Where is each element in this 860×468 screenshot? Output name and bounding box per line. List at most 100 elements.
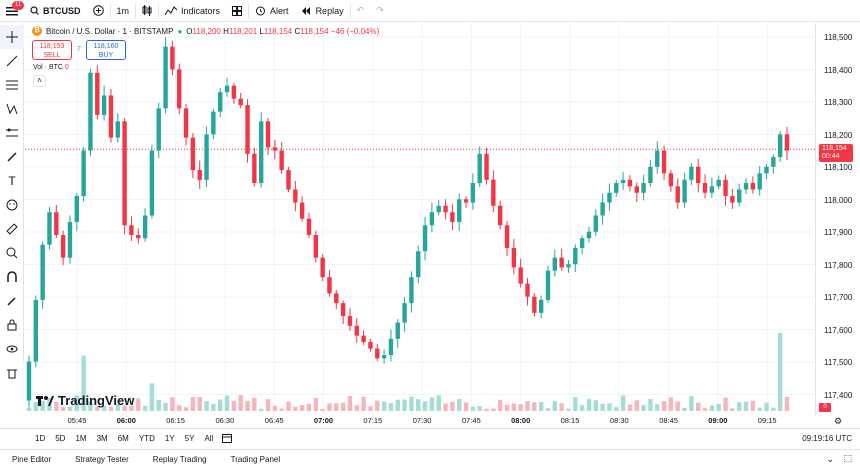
- remove-drawings-tool[interactable]: [0, 361, 24, 385]
- candle-body: [409, 277, 414, 304]
- range-3m[interactable]: 3M: [96, 434, 108, 443]
- volume-bar: [388, 403, 394, 411]
- zoom-tool[interactable]: [0, 241, 24, 265]
- candle-body: [33, 299, 39, 362]
- divider: [158, 3, 160, 18]
- interval-button[interactable]: 1m: [111, 0, 136, 22]
- time-label: 08:45: [659, 416, 678, 425]
- range-5y[interactable]: 5Y: [184, 434, 195, 443]
- chart-type-button[interactable]: [136, 0, 158, 22]
- candle-body: [457, 199, 462, 222]
- range-ytd[interactable]: YTD: [138, 434, 155, 443]
- candle-body: [484, 153, 489, 180]
- volume-bar: [402, 399, 407, 411]
- range-all[interactable]: All: [204, 434, 214, 443]
- candle-body: [354, 325, 359, 336]
- tab-replay-trading[interactable]: Replay Trading: [152, 454, 207, 464]
- tab-trading-panel[interactable]: Trading Panel: [230, 454, 281, 464]
- candle-body: [764, 166, 769, 174]
- candle-body: [504, 225, 510, 248]
- volume-bar: [279, 408, 284, 411]
- time-label: 08:15: [560, 416, 580, 425]
- indicators-button[interactable]: Indicators: [159, 0, 226, 22]
- volume-bar: [450, 401, 455, 411]
- brush-tool[interactable]: [0, 145, 24, 169]
- volume-bar: [108, 406, 114, 411]
- undo-button[interactable]: ↶: [351, 0, 371, 22]
- replay-icon: [301, 6, 310, 15]
- alert-button[interactable]: Alert: [249, 0, 295, 22]
- volume-title: Vol · BTC: [33, 64, 63, 71]
- candle-body: [443, 205, 448, 213]
- search-icon: [30, 6, 39, 15]
- candle-body: [142, 215, 148, 239]
- volume-bar: [491, 408, 496, 411]
- candle-body: [136, 234, 141, 239]
- volume-bar: [463, 402, 469, 411]
- redo-button[interactable]: ↷: [370, 0, 390, 22]
- prediction-tool[interactable]: [0, 121, 24, 145]
- volume-bar: [702, 407, 708, 411]
- crosshair-tool[interactable]: [0, 25, 24, 49]
- candle-body: [511, 247, 517, 268]
- candle-body: [497, 205, 503, 226]
- range-6m[interactable]: 6M: [117, 434, 129, 443]
- magnet-icon: [7, 271, 17, 282]
- sell-button[interactable]: 118,153 SELL: [32, 40, 72, 60]
- volume-bar: [607, 403, 612, 411]
- symbol-search[interactable]: BTCUSD: [24, 0, 87, 22]
- maximize-icon[interactable]: ⬚: [843, 453, 852, 463]
- magnet-tool[interactable]: [0, 265, 24, 289]
- menu-button[interactable]: 11: [0, 0, 25, 22]
- range-1m[interactable]: 1M: [75, 434, 87, 443]
- volume-bar: [627, 404, 633, 411]
- buy-button[interactable]: 118,160 BUY: [86, 40, 126, 60]
- candle-body: [716, 179, 721, 187]
- candle-body: [668, 173, 674, 187]
- replay-button[interactable]: Replay: [295, 0, 350, 22]
- pattern-tool[interactable]: [0, 97, 24, 121]
- candle-body: [518, 267, 523, 284]
- fib-tool[interactable]: [0, 73, 24, 97]
- candle-body: [552, 257, 558, 271]
- price-axis[interactable]: 118,500 118,400 118,300 118,200 118,100 118,0…: [815, 23, 860, 415]
- trend-line-tool[interactable]: [0, 49, 24, 73]
- lock-tool[interactable]: [0, 313, 24, 337]
- tab-strategy-tester[interactable]: Strategy Tester: [75, 454, 129, 464]
- price-label: 118,000: [824, 195, 853, 205]
- tab-pine-editor[interactable]: Pine Editor: [12, 454, 52, 464]
- trash-icon: [7, 369, 17, 379]
- candle-body: [436, 205, 441, 213]
- chevron-down-icon[interactable]: ⌄: [826, 454, 834, 464]
- chart-canvas[interactable]: [25, 23, 815, 415]
- range-5d[interactable]: 5D: [55, 434, 66, 443]
- measure-tool[interactable]: [0, 217, 24, 241]
- text-tool[interactable]: T: [0, 169, 24, 193]
- range-1y[interactable]: 1Y: [164, 434, 175, 443]
- tradingview-logo: TradingView: [36, 393, 134, 408]
- utc-clock[interactable]: 09:19:16 UTC: [802, 434, 852, 443]
- volume-bar: [381, 401, 387, 411]
- volume-bar: [552, 401, 558, 411]
- templates-button[interactable]: [226, 0, 248, 22]
- price-label: 117,700: [824, 293, 853, 302]
- range-1d[interactable]: 1D: [35, 434, 46, 443]
- visibility-tool[interactable]: [0, 337, 24, 361]
- axis-settings-button[interactable]: ⚙: [834, 416, 842, 427]
- time-axis[interactable]: 05:45 06:00 06:15 06:30 06:45 07:00 07:15 07:30…: [25, 415, 815, 427]
- volume-bar: [95, 406, 100, 411]
- time-label: 07:00: [313, 416, 334, 425]
- candle-body: [286, 170, 291, 190]
- volume-bar: [224, 395, 230, 411]
- collapse-legend-button[interactable]: ˄: [33, 75, 46, 87]
- compare-button[interactable]: [87, 0, 110, 22]
- goto-date-button[interactable]: [218, 433, 233, 445]
- icon-tool[interactable]: [0, 193, 24, 217]
- top-toolbar: 11 BTCUSD 1m Indicators Alert Replay ↶ ↷: [0, 0, 860, 22]
- volume-bar: [54, 402, 59, 411]
- candle-body: [641, 183, 646, 193]
- lock-drawings-tool[interactable]: [0, 289, 24, 313]
- candle-body: [655, 150, 660, 167]
- candle-body: [183, 108, 189, 138]
- candle-body: [566, 264, 571, 268]
